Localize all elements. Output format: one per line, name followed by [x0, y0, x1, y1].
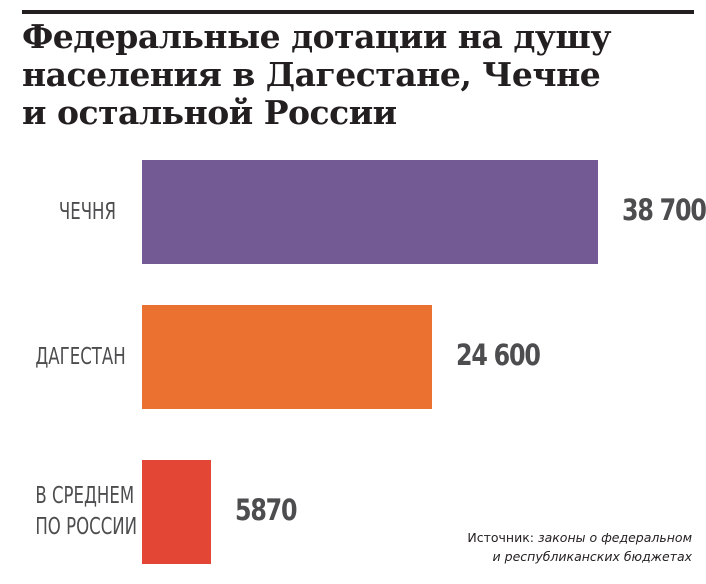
category-label-line: ПО РОССИИ — [35, 514, 138, 540]
chart-title: Федеральные дотации на душу населения в … — [22, 18, 694, 132]
value-label-chechnya: 38 700 — [622, 193, 706, 227]
value-label-dagestan: 24 600 — [456, 338, 541, 372]
source-lead: Источник: — [467, 530, 534, 545]
bar-russia-average — [142, 460, 211, 564]
bar-dagestan — [142, 305, 432, 409]
source-note-line-1: Источник: законы о федеральном — [467, 528, 692, 547]
value-label-russia-average: 5870 — [235, 493, 297, 527]
top-rule — [22, 10, 694, 14]
source-note-line-2: и республиканских бюджетах — [492, 549, 692, 564]
category-label-line: ЧЕЧНЯ — [58, 198, 116, 225]
source-text-1: законы о федеральном — [533, 530, 692, 545]
category-label-dagestan: ДАГЕСТАН — [35, 342, 126, 373]
source-note: Источник: законы о федеральном и республ… — [467, 528, 692, 566]
category-label-line: ДАГЕСТАН — [35, 343, 126, 370]
chart-title-line-1: Федеральные дотации на душу — [22, 17, 612, 56]
chart-title-line-2: населения в Дагестане, Чечне — [22, 55, 601, 94]
category-label-line: В СРЕДНЕМ — [35, 483, 135, 509]
bar-chechnya — [142, 160, 598, 264]
category-label-chechnya: ЧЕЧНЯ — [35, 197, 116, 228]
category-label-russia-average: В СРЕДНЕМ ПО РОССИИ — [35, 481, 138, 543]
chart-title-line-3: и остальной России — [22, 93, 397, 132]
